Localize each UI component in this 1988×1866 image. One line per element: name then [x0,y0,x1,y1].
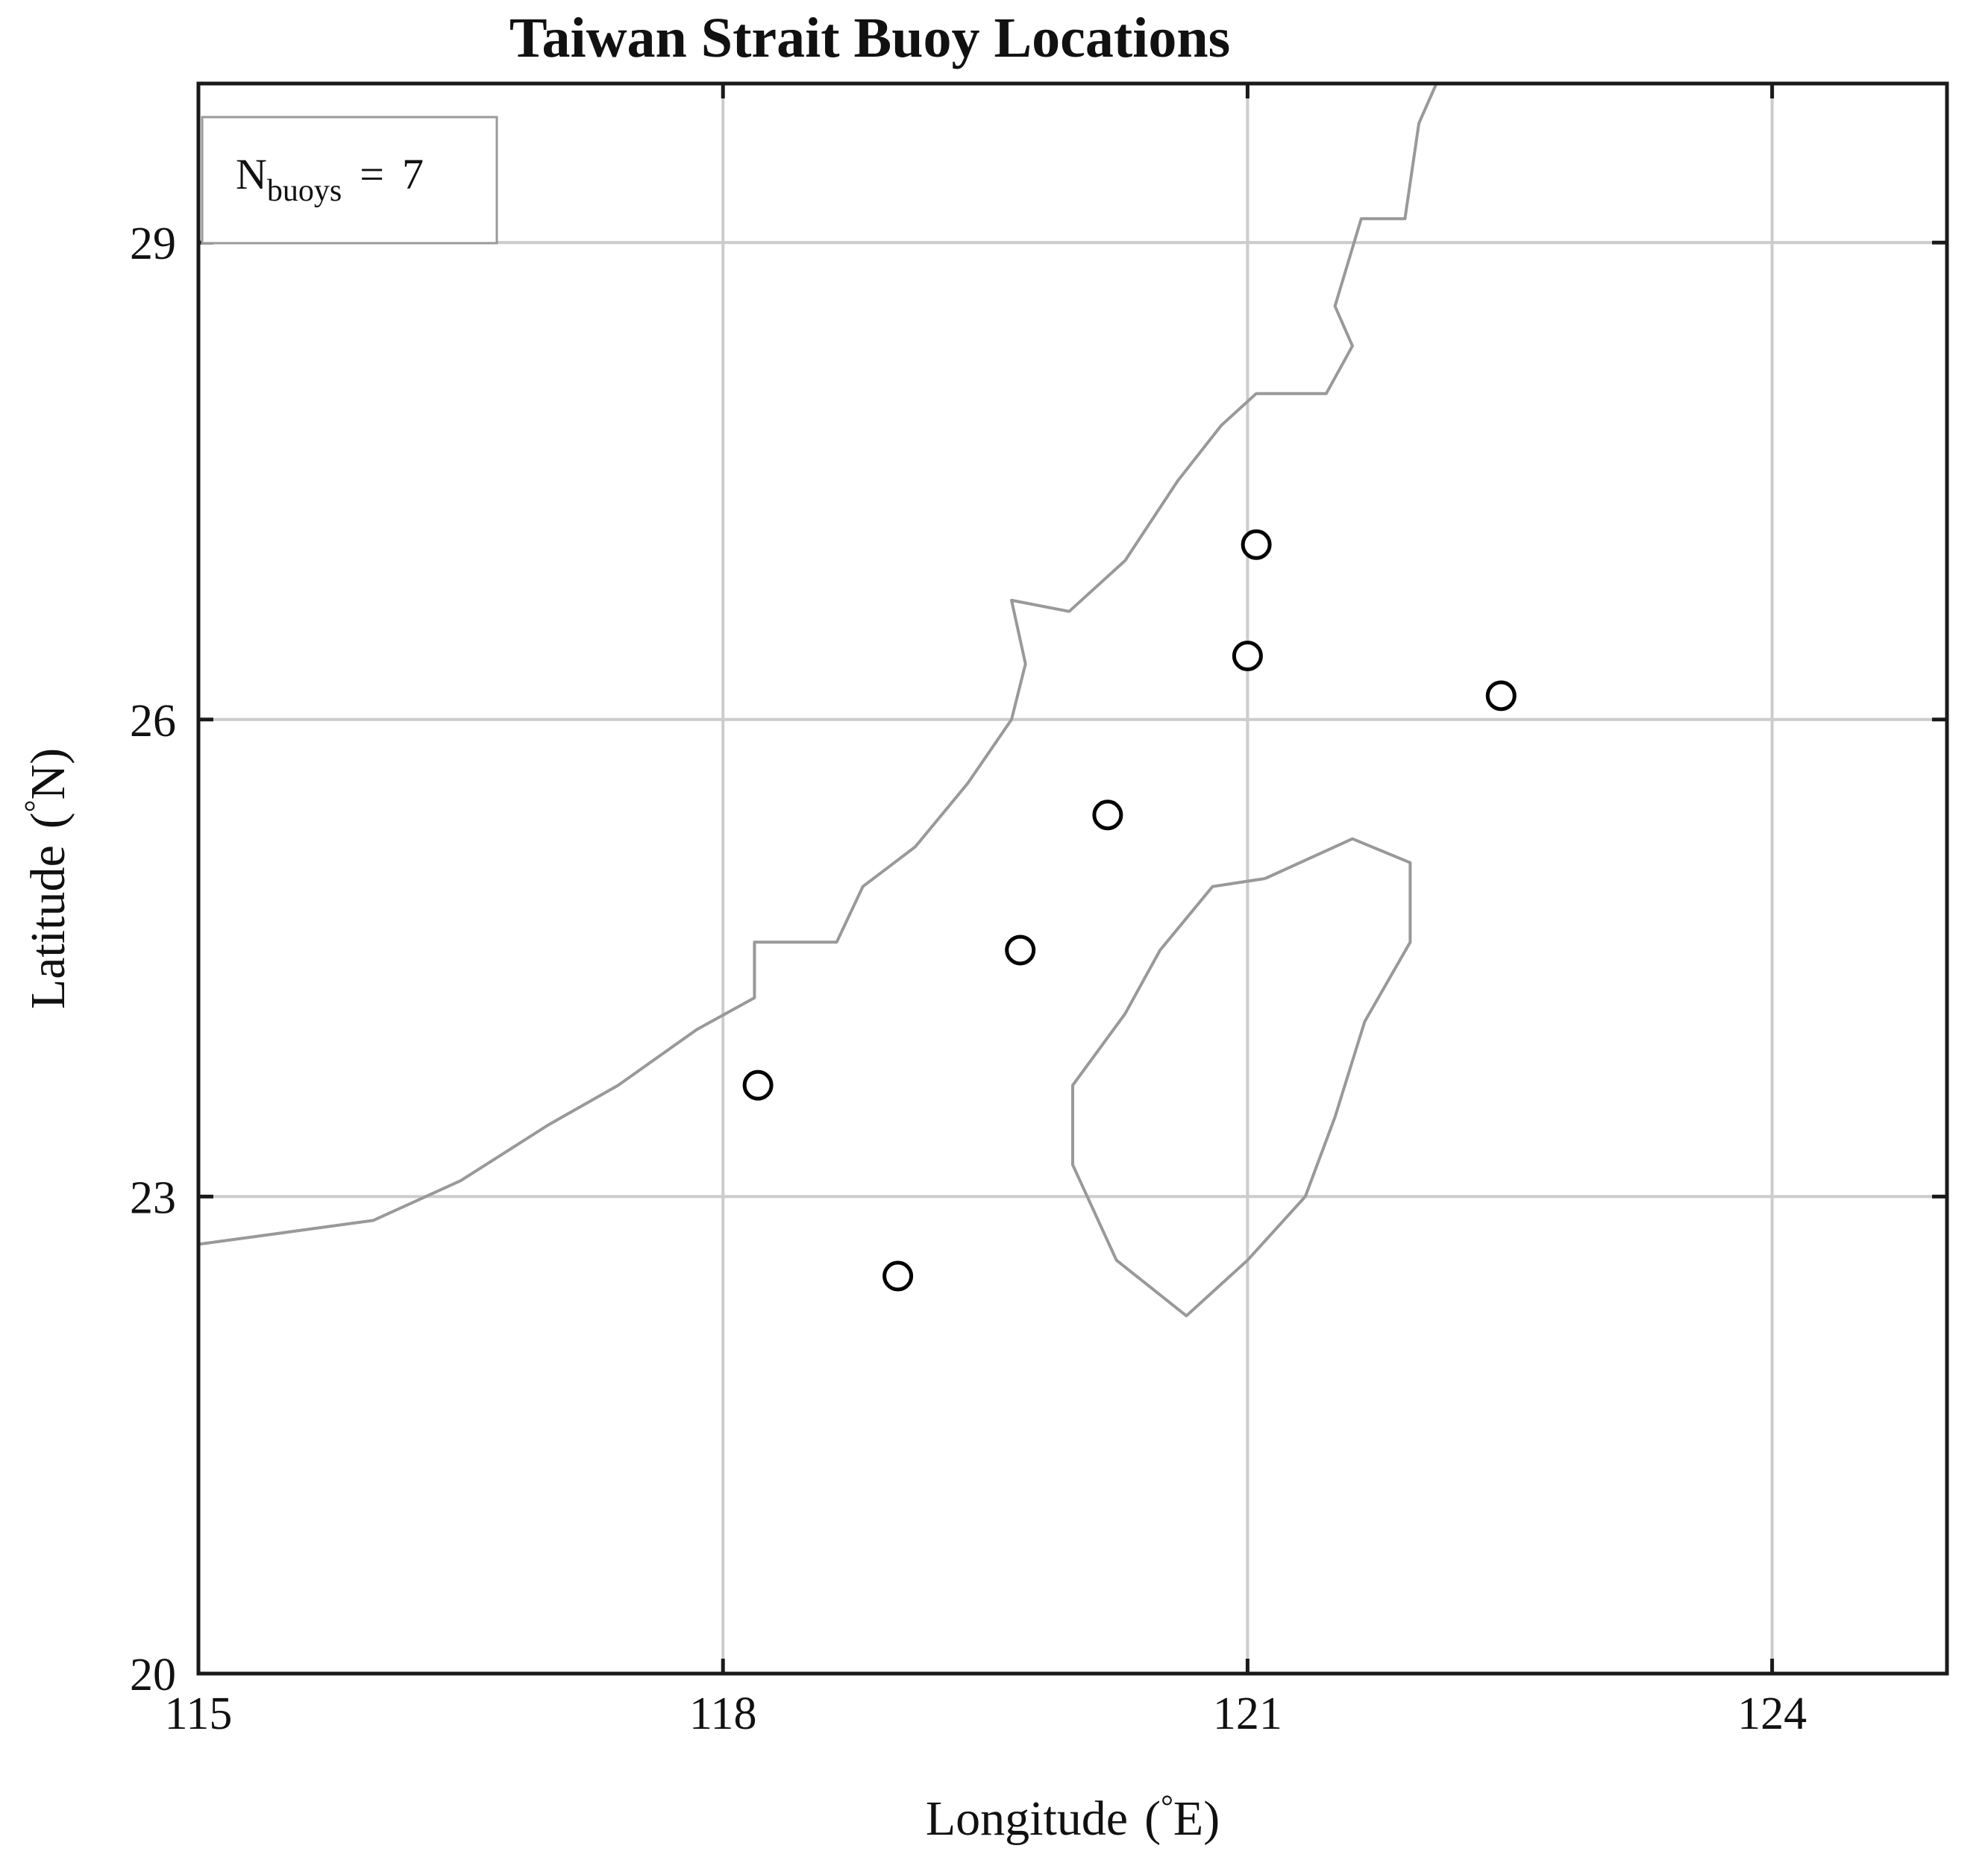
x-axis-label-main: Longitude [926,1791,1128,1846]
buoy-markers [742,529,1517,1292]
mainland-coastline [198,83,1438,1246]
legend: Nbuoys = 7 [201,116,498,245]
y-tick-label: 20 [130,1650,176,1700]
buoy-marker [1232,641,1263,672]
legend-text: Nbuoys = 7 [236,150,424,208]
y-axis-label-unit: N) [21,748,75,800]
buoy-marker [1241,529,1272,560]
legend-box [201,116,498,245]
chart-title: Taiwan Strait Buoy Locations [509,7,1230,69]
y-tick-label: 23 [130,1172,176,1223]
y-axis-label-main: Latitude [21,845,75,1009]
coastlines [198,83,1438,1318]
plot-frame [196,81,1949,1676]
axis-ticks [196,84,1947,1676]
x-tick-label: 124 [1737,1688,1807,1739]
x-tick-label: 118 [689,1688,757,1739]
buoy-marker [1485,680,1517,711]
buoy-marker [1005,934,1036,966]
x-axis-label-unit: E) [1173,1791,1220,1846]
legend-equals: = [360,150,384,198]
x-tick-label: 121 [1213,1688,1282,1739]
x-tick-label: 115 [165,1688,233,1739]
y-tick-label: 26 [130,696,176,747]
y-tick-label: 29 [130,219,176,269]
y-axis-degree: ° [19,800,54,812]
y-axis-label-open: ( [21,812,75,829]
x-axis-label: Longitude (°E) [926,1790,1220,1846]
legend-count: 7 [402,150,424,198]
y-axis-label: Latitude (°N) [19,748,75,1009]
legend-subscript: buoys [267,174,342,208]
buoy-marker [742,1069,774,1101]
buoy-marker [882,1260,914,1292]
x-axis-degree: ° [1161,1790,1173,1824]
buoy-marker [1092,800,1123,831]
taiwan-coastline [1071,837,1412,1318]
legend-symbol: N [236,150,267,198]
grid-lines [198,84,1947,1674]
x-axis-label-open: ( [1144,1791,1161,1846]
